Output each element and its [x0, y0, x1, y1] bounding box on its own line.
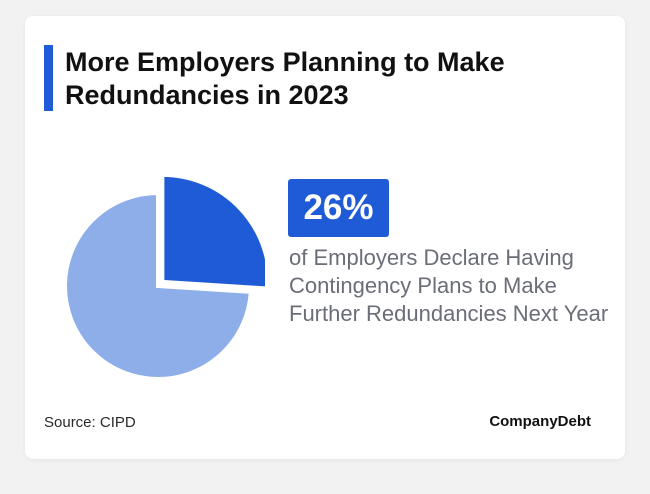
pie-chart [63, 172, 265, 381]
stat-badge: 26% [288, 179, 389, 237]
source-label: Source: CIPD [44, 414, 136, 431]
page-title: More Employers Planning to Make Redundan… [65, 47, 505, 110]
brand-logo-text: CompanyDebt [489, 413, 591, 430]
infographic-card: More Employers Planning to Make Redundan… [25, 16, 625, 459]
stat-description: of Employers Declare Having Contingency … [289, 245, 609, 326]
title-accent-bar [44, 45, 53, 111]
pie-slice-rest [63, 190, 253, 381]
pie-slice-highlight [160, 172, 265, 291]
